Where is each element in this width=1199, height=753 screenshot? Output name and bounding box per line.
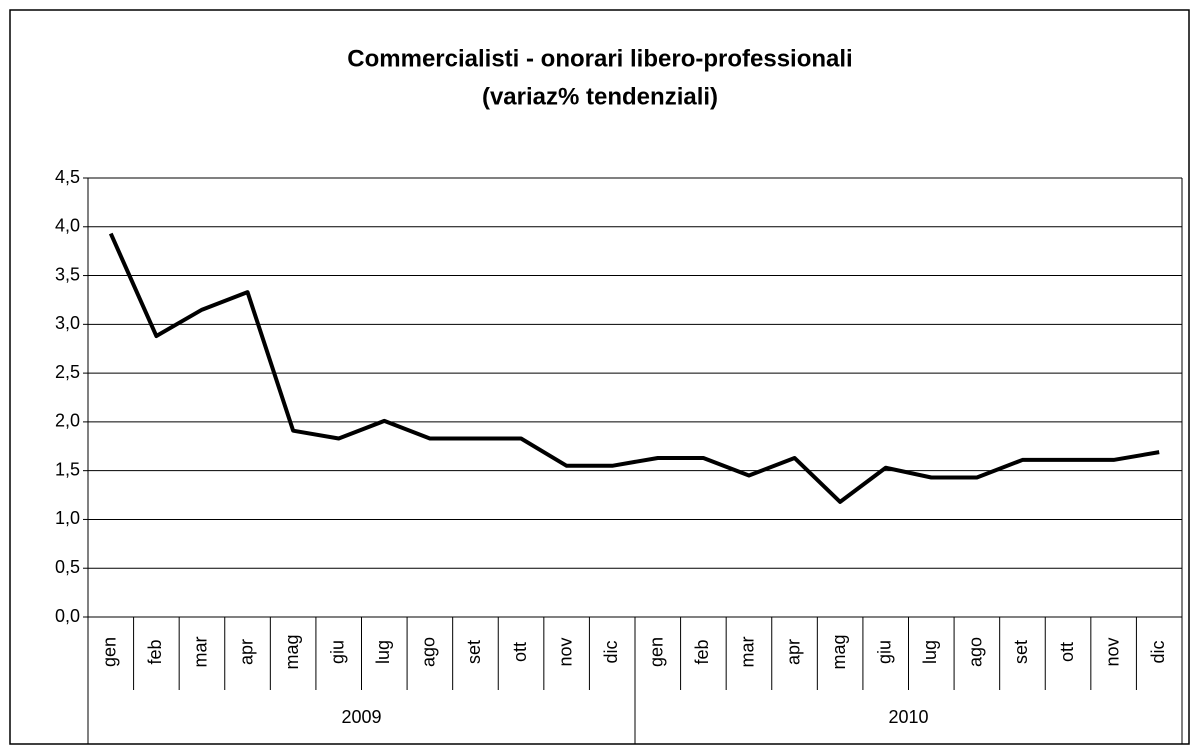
x-tick-label: mar xyxy=(191,636,211,667)
chart-border xyxy=(9,9,1190,745)
x-tick-label: set xyxy=(1011,640,1031,664)
y-tick-label: 0,0 xyxy=(55,606,80,626)
x-tick-label: nov xyxy=(1102,637,1122,666)
x-tick-label: ott xyxy=(1057,642,1077,662)
x-tick-label: nov xyxy=(555,637,575,666)
x-tick-label: giu xyxy=(874,640,894,664)
x-tick-label: mag xyxy=(829,634,849,669)
x-tick-label: dic xyxy=(1148,640,1168,663)
y-tick-label: 2,0 xyxy=(55,411,80,431)
x-tick-label: ott xyxy=(510,642,530,662)
y-tick-label: 1,0 xyxy=(55,508,80,528)
y-tick-label: 3,5 xyxy=(55,264,80,284)
x-tick-label: apr xyxy=(236,639,256,665)
x-tick-label: ago xyxy=(966,637,986,667)
y-tick-label: 0,5 xyxy=(55,557,80,577)
y-tick-label: 3,0 xyxy=(55,313,80,333)
x-tick-label: mar xyxy=(738,636,758,667)
x-tick-label: feb xyxy=(145,639,165,664)
x-tick-label: ago xyxy=(419,637,439,667)
x-tick-label: set xyxy=(464,640,484,664)
x-tick-label: gen xyxy=(647,637,667,667)
y-tick-label: 4,0 xyxy=(55,216,80,236)
x-tick-label: giu xyxy=(327,640,347,664)
x-tick-label: lug xyxy=(920,640,940,664)
group-label: 2010 xyxy=(888,707,928,727)
x-tick-label: mag xyxy=(282,634,302,669)
chart-subtitle: (variaz% tendenziali) xyxy=(482,83,718,110)
x-tick-label: dic xyxy=(601,640,621,663)
y-tick-label: 1,5 xyxy=(55,459,80,479)
x-tick-label: lug xyxy=(373,640,393,664)
y-tick-label: 2,5 xyxy=(55,362,80,382)
line-series xyxy=(108,232,1160,504)
x-tick-label: gen xyxy=(100,637,120,667)
y-tick-label: 4,5 xyxy=(55,167,80,187)
group-label: 2009 xyxy=(341,707,381,727)
x-tick-label: apr xyxy=(783,639,803,665)
x-tick-label: feb xyxy=(692,639,712,664)
chart-title: Commercialisti - onorari libero-professi… xyxy=(347,45,852,72)
